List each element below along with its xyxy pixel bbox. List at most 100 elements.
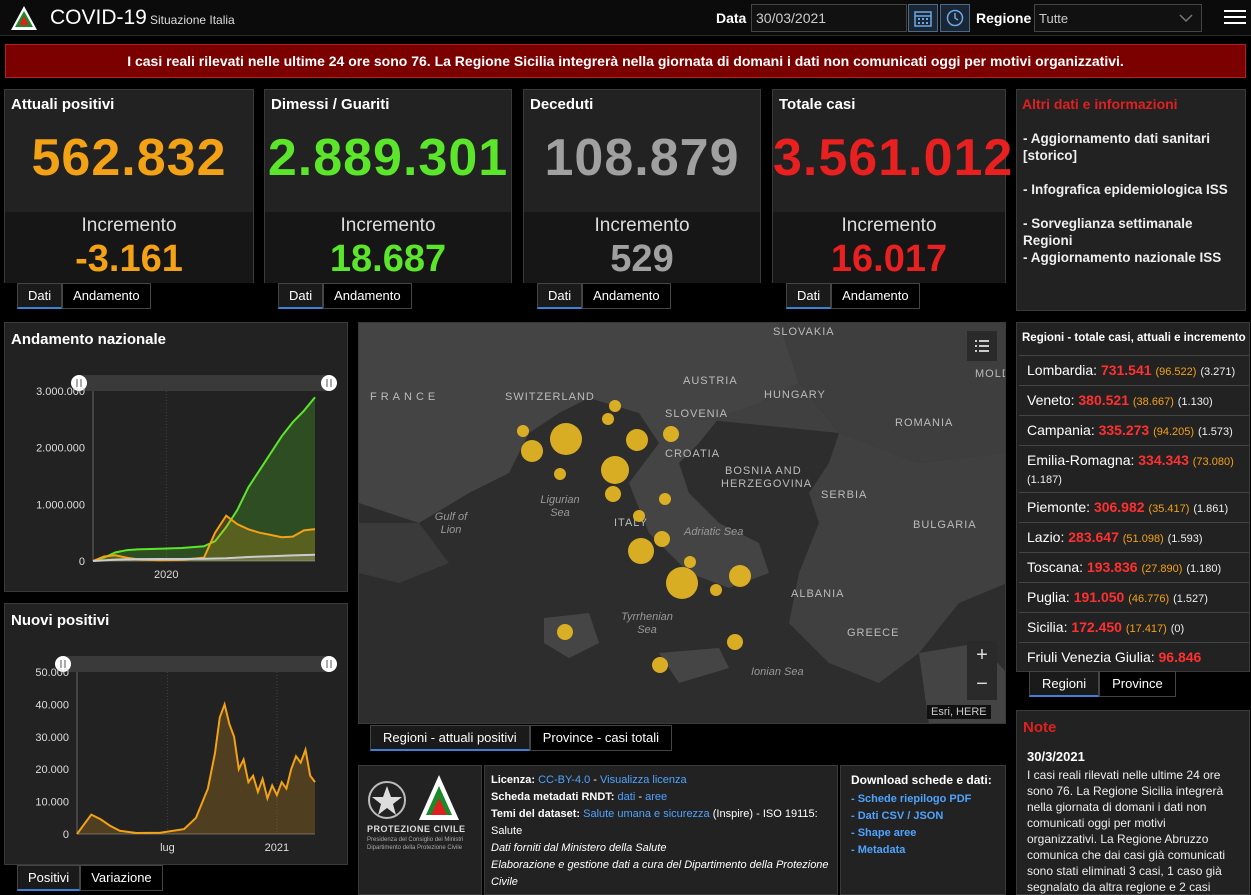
- bubble-lombardia[interactable]: [550, 423, 582, 455]
- bubble-bolzano[interactable]: [602, 413, 614, 425]
- range-slider-left-handle[interactable]: [55, 656, 71, 672]
- download-csv-link[interactable]: - Dati CSV / JSON: [851, 810, 944, 822]
- series-line[interactable]: [92, 396, 316, 562]
- card-increment-value: 16.017: [830, 238, 948, 280]
- bubble-sicilia[interactable]: [652, 657, 668, 673]
- zoom-out-button[interactable]: −: [967, 670, 997, 700]
- license-label: Licenza:: [491, 774, 536, 786]
- tab-positivi[interactable]: Positivi: [17, 865, 81, 891]
- link-sorveglianza-regioni[interactable]: - Sorveglianza settimanale Regioni: [1023, 216, 1193, 248]
- bubble-emilia-romagna[interactable]: [601, 456, 629, 484]
- region-row[interactable]: Campania: 335.273 (94.205) (1.573): [1019, 415, 1249, 445]
- tab-andamento[interactable]: Andamento: [323, 283, 412, 309]
- map-legend-button[interactable]: [967, 331, 997, 361]
- map-label-herzegovina: HERZEGOVINA: [721, 478, 813, 490]
- date-input[interactable]: 30/03/2021: [751, 4, 907, 32]
- region-row[interactable]: Sicilia: 172.450 (17.417) (0): [1019, 612, 1249, 642]
- region-row[interactable]: Toscana: 193.836 (27.890) (1.180): [1019, 552, 1249, 582]
- bubble-abruzzo[interactable]: [654, 531, 670, 547]
- y-tick-label: 10.000: [35, 797, 69, 809]
- bubble-trentino[interactable]: [609, 400, 621, 412]
- italy-map[interactable]: SLOVAKIA MOLD AUSTRIA HUNGARY FRANCE SWI…: [358, 322, 1006, 724]
- bubble-veneto[interactable]: [626, 429, 648, 451]
- download-shape-link[interactable]: - Shape aree: [851, 827, 917, 839]
- tab-andamento[interactable]: Andamento: [62, 283, 151, 309]
- temi-link[interactable]: Salute umana e sicurezza: [583, 808, 710, 820]
- bubble-valle-aosta[interactable]: [517, 425, 529, 437]
- time-button[interactable]: [940, 4, 970, 32]
- app-subtitle: Situazione Italia: [150, 13, 235, 27]
- download-pdf-link[interactable]: - Schede riepilogo PDF: [851, 793, 972, 805]
- view-license-link[interactable]: Visualizza licenza: [600, 774, 687, 786]
- region-attuali: (73.080): [1192, 456, 1234, 468]
- y-tick-label: 3.000.000: [36, 386, 85, 398]
- bubble-umbria[interactable]: [633, 510, 645, 522]
- link-infografica-iss[interactable]: - Infografica epidemiologica ISS: [1023, 182, 1228, 197]
- region-name: Friuli Venezia Giulia:: [1027, 649, 1155, 665]
- tab-province-casi[interactable]: Province - casi totali: [529, 725, 673, 751]
- tab-province[interactable]: Province: [1099, 671, 1176, 697]
- region-row[interactable]: Veneto: 380.521 (38.667) (1.130): [1019, 385, 1249, 415]
- region-row[interactable]: Lazio: 283.647 (51.098) (1.593): [1019, 522, 1249, 552]
- map-basemap: [359, 323, 1005, 723]
- series-line[interactable]: [92, 514, 316, 562]
- tab-dati[interactable]: Dati: [17, 283, 63, 309]
- link-aggiornamento-dati[interactable]: - Aggiornamento dati sanitari [storico]: [1023, 131, 1211, 163]
- area-chart[interactable]: 0 10.000 20.000 30.000 40.000 50.000 lug 2021: [5, 604, 349, 866]
- license-separator: -: [590, 774, 601, 786]
- calendar-button[interactable]: [908, 4, 938, 32]
- line-chart[interactable]: 0 1.000.000 2.000.000 3.000.000 2020: [5, 323, 349, 593]
- region-name: Emilia-Romagna:: [1027, 452, 1135, 468]
- rndt-aree-link[interactable]: aree: [645, 791, 668, 803]
- bubble-basilicata[interactable]: [710, 584, 722, 596]
- card-tabs-totale-casi: Dati Andamento: [786, 283, 920, 309]
- footer-downloads: Download schede e dati: - Schede riepilo…: [840, 765, 1006, 895]
- bubble-friuli[interactable]: [663, 426, 679, 442]
- tab-dati[interactable]: Dati: [278, 283, 324, 309]
- region-select[interactable]: Tutte: [1034, 4, 1202, 32]
- tab-regioni-attuali[interactable]: Regioni - attuali positivi: [370, 725, 530, 751]
- bubble-sardegna[interactable]: [557, 624, 573, 640]
- bubble-molise[interactable]: [684, 556, 696, 568]
- series-line[interactable]: [92, 553, 316, 562]
- region-total: 306.982: [1093, 499, 1145, 515]
- bubble-puglia[interactable]: [729, 565, 751, 587]
- region-row[interactable]: Puglia: 191.050 (46.776) (1.527): [1019, 582, 1249, 612]
- download-metadata-link[interactable]: - Metadata: [851, 844, 906, 856]
- bubble-toscana[interactable]: [605, 486, 621, 502]
- link-aggiornamento-iss[interactable]: - Aggiornamento nazionale ISS: [1023, 250, 1222, 265]
- chart-title: Andamento nazionale: [11, 331, 167, 348]
- tab-regioni[interactable]: Regioni: [1029, 671, 1100, 697]
- tab-andamento[interactable]: Andamento: [831, 283, 920, 309]
- bubble-calabria[interactable]: [727, 634, 743, 650]
- region-increment: (1.180): [1186, 563, 1222, 575]
- card-value: 108.879: [544, 129, 740, 187]
- footer-logo-text: PROTEZIONE CIVILE: [367, 824, 466, 834]
- region-row[interactable]: Lombardia: 731.541 (96.522) (3.271): [1019, 355, 1249, 385]
- rndt-dati-link[interactable]: dati: [617, 791, 636, 803]
- region-row[interactable]: Friuli Venezia Giulia: 96.846: [1019, 642, 1249, 672]
- bubble-marche[interactable]: [659, 493, 671, 505]
- range-slider-right-handle[interactable]: [321, 375, 337, 391]
- tab-dati[interactable]: Dati: [786, 283, 832, 309]
- tab-variazione[interactable]: Variazione: [80, 865, 163, 891]
- card-title: Deceduti: [530, 96, 594, 113]
- range-slider-right-handle[interactable]: [321, 656, 337, 672]
- card-increment-label: Incremento: [841, 215, 937, 236]
- bubble-piemonte[interactable]: [521, 440, 543, 462]
- range-slider-left-handle[interactable]: [71, 375, 87, 391]
- region-row[interactable]: Emilia-Romagna: 334.343 (73.080) (1.187): [1019, 445, 1249, 492]
- tab-dati[interactable]: Dati: [537, 283, 583, 309]
- bubble-campania[interactable]: [666, 567, 698, 599]
- card-title: Totale casi: [779, 96, 856, 113]
- zoom-in-button[interactable]: +: [967, 641, 997, 671]
- tab-andamento[interactable]: Andamento: [582, 283, 671, 309]
- bubble-liguria[interactable]: [554, 468, 566, 480]
- region-row[interactable]: Piemonte: 306.982 (35.417) (1.861): [1019, 492, 1249, 522]
- series-line[interactable]: [76, 700, 316, 835]
- license-link[interactable]: CC-BY-4.0: [538, 774, 591, 786]
- range-slider-track[interactable]: [63, 656, 329, 672]
- range-slider-track[interactable]: [79, 375, 329, 391]
- bubble-lazio[interactable]: [628, 538, 654, 564]
- menu-button[interactable]: [1224, 6, 1246, 28]
